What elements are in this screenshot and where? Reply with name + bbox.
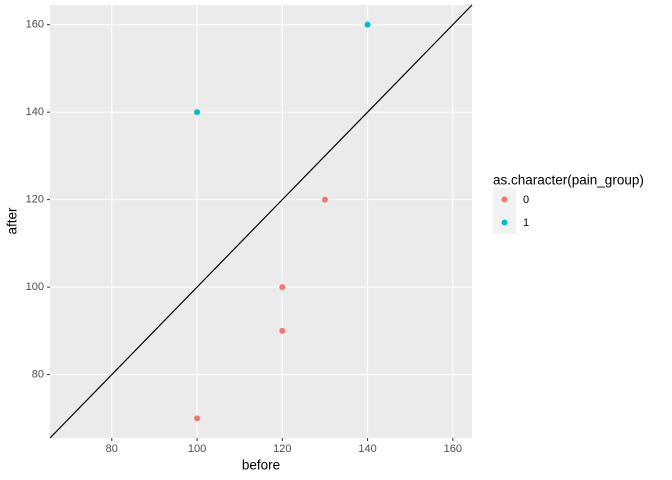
x-tick-label: 80 [106, 443, 118, 455]
reference-line [49, 4, 473, 439]
x-tick-label: 140 [358, 443, 376, 455]
x-tick-label: 120 [273, 443, 291, 455]
y-tick-label: 160 [26, 19, 44, 31]
y-tick-label: 120 [26, 194, 44, 206]
y-tick-label: 100 [26, 281, 44, 293]
point [279, 284, 286, 291]
point [364, 21, 371, 28]
x-tick-label: 100 [188, 443, 206, 455]
y-tick-label: 80 [32, 368, 44, 380]
legend-marker [501, 219, 508, 226]
legend-label: 1 [523, 217, 529, 229]
point [194, 109, 201, 116]
legend-title: as.character(pain_group) [493, 173, 644, 188]
legend-marker [501, 196, 508, 203]
point [321, 196, 328, 203]
x-tick-label: 160 [444, 443, 462, 455]
x-axis-title: before [242, 458, 280, 473]
y-axis-title: after [5, 207, 20, 235]
point [279, 327, 286, 334]
point [194, 415, 201, 422]
y-tick-label: 140 [26, 106, 44, 118]
legend-label: 0 [523, 194, 529, 206]
